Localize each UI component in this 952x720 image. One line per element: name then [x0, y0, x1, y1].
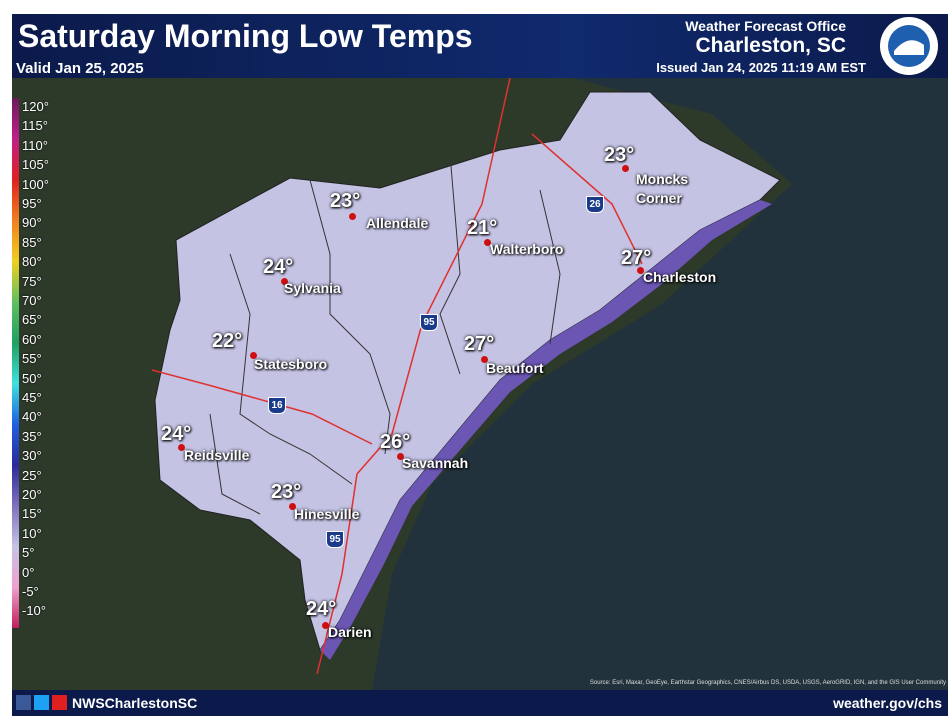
city-dot [481, 356, 488, 363]
legend-label: 10° [22, 525, 42, 541]
legend-label: 35° [22, 428, 42, 444]
legend-label: 65° [22, 312, 42, 328]
city-temp: 21° [467, 217, 498, 239]
legend-label: 60° [22, 331, 42, 347]
valid-date: Valid Jan 25, 2025 [16, 60, 144, 77]
city-name: Walterboro [490, 241, 564, 257]
header: Saturday Morning Low Temps Valid Jan 25,… [12, 14, 948, 78]
city-dot [637, 267, 644, 274]
city-temp: 24° [263, 256, 294, 278]
legend-label: 50° [22, 370, 42, 386]
legend-label: -5° [22, 584, 39, 599]
city-name: Reidsville [184, 447, 250, 463]
city-name: Statesboro [254, 356, 328, 372]
nws-logo [880, 17, 938, 75]
city-dot [622, 165, 629, 172]
legend-label: 40° [22, 409, 42, 425]
legend-label: 120° [22, 99, 49, 114]
city-dot [289, 503, 296, 510]
twitter-icon[interactable] [34, 695, 49, 710]
county-lines [209, 153, 561, 515]
highways [151, 77, 643, 675]
legend-label: 45° [22, 390, 42, 405]
map-graphic: Saturday Morning Low Temps Valid Jan 25,… [12, 14, 948, 716]
city-name: Darien [328, 624, 372, 640]
legend-label: 80° [22, 254, 42, 270]
city-temp: 23° [271, 481, 302, 503]
map [151, 77, 948, 690]
city-name: Moncks Corner [636, 171, 689, 206]
office-location: Charleston, SC [695, 34, 846, 57]
legend-label: 100° [22, 176, 49, 192]
source-credit: Source: Esri, Maxar, GeoEye, Earthstar G… [589, 680, 946, 686]
city-temp: 23° [604, 144, 635, 166]
city-name: Hinesville [294, 506, 360, 522]
legend-label: 95° [22, 196, 42, 211]
social-handle[interactable]: NWSCharlestonSC [72, 695, 198, 711]
youtube-icon[interactable] [52, 695, 67, 710]
legend-label: 70° [22, 293, 42, 308]
legend-label: 55° [22, 351, 42, 367]
office: Weather Forecast Office [685, 18, 846, 34]
legend-label: 30° [22, 448, 42, 464]
city-dot [178, 444, 185, 451]
ocean [372, 78, 948, 690]
issued-time: Issued Jan 24, 2025 11:19 AM EST [656, 60, 866, 75]
legend-label: 0° [22, 564, 35, 580]
city-temp: 22° [212, 330, 243, 352]
footer: NWSCharlestonSC weather.gov/chs [12, 690, 948, 716]
legend-label: 115° [22, 118, 48, 134]
interstate-shield: 95 [420, 314, 438, 331]
legend-label: 5° [22, 545, 35, 561]
city-temp: 27° [464, 333, 495, 355]
city-dot [250, 352, 257, 359]
city-temp: 23° [330, 190, 361, 212]
city-name: Beaufort [486, 360, 544, 376]
legend-label: 110° [22, 137, 48, 153]
city-temp: 27° [621, 247, 652, 269]
city-dot [281, 278, 288, 285]
city-name: Savannah [402, 455, 469, 471]
legend-label: 20° [22, 487, 42, 502]
facebook-icon[interactable] [16, 695, 31, 710]
interstate-shield: 95 [326, 531, 344, 548]
legend-label: -10° [22, 603, 46, 619]
legend-label: 105° [22, 157, 49, 173]
city-dot [349, 213, 356, 220]
legend-label: 75° [22, 273, 42, 289]
city-name: Allendale [366, 215, 429, 231]
city-temp: 24° [161, 423, 192, 445]
city-temp: 24° [306, 598, 337, 620]
interstate-shield: 26 [586, 196, 604, 213]
city-temp: 26° [380, 431, 411, 453]
legend-label: 90° [22, 215, 42, 231]
title: Saturday Morning Low Temps [18, 18, 473, 54]
legend-label: 15° [22, 506, 42, 522]
city-dot [484, 239, 491, 246]
legend-label: 85° [22, 234, 42, 250]
city-name: Charleston [643, 269, 717, 285]
website[interactable]: weather.gov/chs [833, 695, 942, 711]
city-name: Sylvania [284, 280, 341, 296]
city-dot [397, 453, 404, 460]
legend-bar [12, 98, 19, 628]
city-dot [322, 622, 329, 629]
interstate-shield: 16 [268, 397, 286, 414]
legend-label: 25° [22, 467, 42, 483]
